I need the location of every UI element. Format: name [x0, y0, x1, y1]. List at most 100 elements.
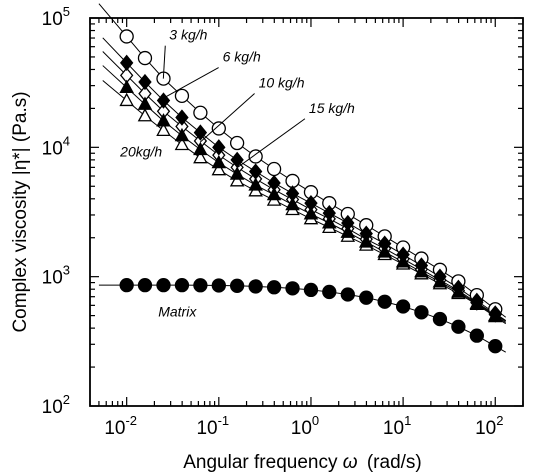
data-point-15-kg-h	[285, 196, 300, 211]
data-point-matrix	[303, 282, 319, 298]
y-tick-label-base: 10	[42, 268, 63, 289]
x-axis-label-text: Angular frequency	[183, 452, 338, 473]
data-point-matrix	[451, 319, 466, 334]
data-point-15-kg-h	[211, 154, 227, 169]
data-point-matrix	[488, 339, 503, 354]
data-point-matrix	[193, 278, 208, 293]
data-point-matrix	[469, 328, 484, 343]
y-tick-label-base: 10	[42, 138, 63, 159]
data-point-15-kg-h	[193, 141, 208, 156]
y-axis-label: Complex viscosity |η*| (Pa.s)	[10, 91, 31, 332]
data-point-3-kg-h	[211, 121, 226, 136]
x-axis-label: Angular frequency ω (rad/s)	[183, 452, 422, 473]
data-point-matrix	[137, 277, 153, 293]
series-label-6-kg-h: 6 kg/h	[223, 49, 261, 65]
x-tick-label: 101	[383, 413, 411, 439]
data-point-matrix	[377, 294, 392, 309]
data-point-6-kg-h	[138, 73, 152, 91]
data-point-15-kg-h	[395, 254, 411, 268]
pointer-15-kg-h	[237, 118, 306, 168]
y-tick-label-exponent: 4	[63, 133, 70, 148]
data-point-15-kg-h	[248, 177, 263, 191]
x-tick-label: 10-2	[104, 413, 137, 439]
x-tick-label-exponent: 1	[404, 413, 411, 428]
data-point-6-kg-h	[193, 124, 208, 141]
y-tick-label: 103	[42, 263, 70, 289]
pointer-3-kg-h	[162, 45, 166, 79]
data-point-15-kg-h	[414, 263, 429, 278]
x-tick-label-exponent: -1	[218, 413, 230, 428]
x-tick-label-base: 10	[196, 418, 217, 439]
y-tick-label: 102	[42, 392, 70, 418]
y-tick-label-exponent: 3	[63, 263, 70, 278]
data-point-matrix	[340, 287, 355, 302]
data-point-matrix	[395, 299, 411, 314]
y-tick-label-base: 10	[42, 9, 63, 30]
data-point-15-kg-h	[303, 206, 319, 220]
data-point-15-kg-h	[451, 284, 466, 298]
data-point-3-kg-h	[229, 135, 245, 151]
data-point-15-kg-h	[322, 215, 337, 229]
data-point-3-kg-h	[248, 149, 263, 164]
data-point-15-kg-h	[432, 274, 448, 288]
data-point-15-kg-h	[119, 79, 134, 94]
series-label-15-kg-h: 15 kg/h	[309, 100, 355, 116]
series-annotations: 3 kg/h 6 kg/h 10 kg/h15 kg/h 20kg/h Matrix	[119, 27, 355, 320]
pointer-6-kg-h	[163, 67, 219, 99]
data-point-15-kg-h	[266, 186, 282, 201]
data-point-matrix	[322, 284, 337, 300]
data-point-3-kg-h	[137, 50, 153, 66]
x-tick-label-base: 10	[475, 418, 496, 439]
data-point-matrix	[414, 305, 429, 320]
x-axis-label-unit: (rad/s)	[367, 452, 422, 473]
fit-lines	[98, 3, 507, 353]
data-point-15-kg-h	[229, 166, 245, 180]
x-axis-label-symbol: ω	[343, 452, 358, 473]
data-point-matrix	[211, 278, 226, 293]
data-point-6-kg-h	[212, 139, 226, 156]
data-point-15-kg-h	[377, 244, 392, 258]
data-point-15-kg-h	[174, 127, 190, 142]
data-point-matrix	[229, 278, 245, 293]
data-point-20kg-h	[119, 92, 134, 107]
x-tick-label: 102	[475, 413, 503, 439]
data-point-15-kg-h	[340, 224, 356, 238]
data-point-20kg-h	[193, 149, 208, 164]
x-tick-label-base: 10	[291, 418, 312, 439]
data-point-20kg-h	[211, 161, 227, 176]
data-point-matrix	[285, 281, 300, 296]
y-tick-label: 105	[42, 4, 70, 30]
data-point-matrix	[432, 311, 448, 327]
x-tick-label-exponent: -2	[125, 413, 137, 428]
data-point-6-kg-h	[119, 54, 134, 72]
data-markers	[119, 29, 503, 354]
x-tick-label-base: 10	[104, 418, 125, 439]
data-point-15-kg-h	[137, 96, 153, 110]
series-label-matrix: Matrix	[158, 304, 197, 320]
x-tick-label-base: 10	[383, 418, 404, 439]
data-point-15-kg-h	[358, 234, 374, 248]
data-point-3-kg-h	[193, 105, 208, 120]
data-point-matrix	[248, 279, 263, 294]
data-point-20kg-h	[156, 122, 171, 137]
data-point-matrix	[266, 280, 282, 295]
data-point-20kg-h	[174, 136, 190, 151]
y-tick-label-exponent: 2	[63, 392, 70, 407]
series-label-10-kg-h: 10 kg/h	[259, 75, 305, 91]
data-point-20kg-h	[229, 173, 245, 187]
data-point-matrix	[119, 277, 134, 293]
pointer-10-kg-h	[199, 93, 255, 143]
x-tick-label: 10-1	[196, 413, 229, 439]
data-point-3-kg-h	[119, 29, 134, 44]
axis-ticks	[89, 17, 524, 407]
data-point-15-kg-h	[156, 113, 171, 127]
data-point-6-kg-h	[175, 109, 189, 126]
y-tick-label-base: 10	[42, 397, 63, 418]
data-point-15-kg-h	[469, 295, 485, 310]
data-point-15-kg-h	[487, 307, 503, 322]
data-point-matrix	[359, 290, 374, 305]
x-tick-label: 100	[291, 413, 319, 439]
y-tick-label-exponent: 5	[63, 4, 70, 19]
